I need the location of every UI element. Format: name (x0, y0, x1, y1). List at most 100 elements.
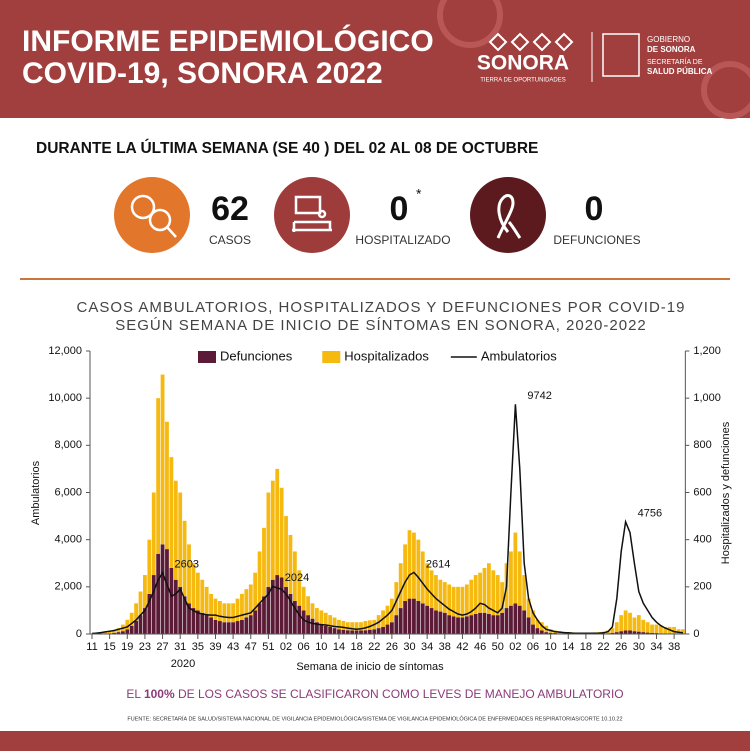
bar (434, 575, 438, 611)
stat-value: 0 (585, 190, 604, 228)
bar (292, 551, 297, 601)
bar (676, 629, 681, 634)
bar (310, 618, 315, 634)
bar (469, 615, 474, 634)
bar (279, 577, 284, 634)
bar (456, 586, 460, 618)
stat-value: 62 (211, 190, 249, 228)
bar (376, 628, 381, 634)
bar (394, 582, 399, 616)
bar (491, 570, 496, 616)
bar (403, 600, 408, 634)
bar (447, 584, 452, 616)
x-tick-label: 26 (615, 641, 627, 653)
bar (354, 622, 359, 631)
bar (544, 632, 549, 634)
bar (456, 617, 460, 634)
bar (332, 628, 337, 634)
footer-band (0, 731, 750, 751)
y2-tick-label: 200 (693, 581, 711, 593)
bar (270, 480, 275, 580)
bar (359, 630, 363, 634)
x-tick-label: 02 (280, 641, 292, 653)
bar (323, 625, 328, 634)
bar (460, 586, 465, 618)
stat-label: DEFUNCIONES (553, 233, 640, 247)
x-tick-label: 26 (386, 641, 398, 653)
bar (420, 603, 425, 634)
y-tick-label: 10,000 (48, 392, 82, 404)
bar (257, 551, 262, 604)
line (91, 404, 683, 635)
bar (623, 610, 628, 631)
bar (513, 603, 518, 634)
bar (442, 612, 447, 634)
stat-label: HOSPITALIZADO (355, 233, 450, 247)
bar (187, 603, 191, 634)
logo-text: SONORA (477, 52, 569, 75)
bar (434, 610, 438, 634)
bar (442, 582, 447, 613)
x-tick-label: 06 (298, 641, 310, 653)
x-tick-label: 34 (650, 641, 662, 653)
x-tick-label: 31 (174, 641, 186, 653)
bar (367, 629, 372, 634)
bar (284, 586, 288, 634)
bar (495, 575, 500, 616)
bar (416, 600, 421, 634)
title: INFORME EPIDEMIOLÓGICO (22, 24, 434, 58)
bar (178, 586, 183, 634)
decor (437, 0, 503, 48)
bar (526, 598, 531, 618)
y-tick-label: 0 (76, 628, 82, 640)
legend-swatch (198, 351, 216, 363)
bar (217, 600, 222, 622)
bar (222, 603, 227, 623)
x-tick-label: 46 (474, 641, 486, 653)
bar (420, 551, 425, 604)
bar (354, 630, 359, 634)
x-tick-label: 30 (633, 641, 645, 653)
bar (275, 575, 280, 634)
bar (204, 586, 209, 616)
bar (173, 480, 178, 580)
y2-tick-label: 1,200 (693, 345, 721, 357)
x-tick-label: 02 (509, 641, 521, 653)
x-tick-label: 15 (104, 641, 116, 653)
bar (522, 575, 527, 611)
gov-text: DE SONORA (647, 45, 696, 54)
bar (240, 619, 244, 634)
y2-tick-label: 400 (693, 534, 711, 546)
bar (165, 421, 169, 550)
bar (672, 626, 677, 634)
bar (235, 621, 240, 634)
bar (487, 563, 491, 614)
bar (451, 616, 456, 634)
bar (328, 626, 333, 634)
bar (526, 617, 531, 634)
data-label: 4756 (638, 508, 662, 520)
bar (244, 589, 249, 618)
data-label: 2603 (175, 559, 199, 571)
bar (645, 632, 650, 634)
bar (628, 630, 632, 634)
bar (226, 622, 231, 634)
bar (279, 487, 284, 578)
bar (191, 563, 196, 609)
bar (231, 622, 236, 634)
bar (548, 632, 553, 634)
bar (328, 615, 333, 627)
bar (204, 615, 209, 634)
bar (165, 549, 169, 634)
bar (173, 579, 178, 634)
x-axis-label: Semana de inicio de síntomas (296, 661, 444, 673)
bar (301, 610, 306, 634)
bar (341, 629, 346, 634)
bar (478, 572, 482, 613)
bar (425, 605, 430, 634)
bar (213, 619, 218, 634)
bar (310, 603, 315, 619)
bar (156, 398, 161, 554)
bar (120, 631, 125, 634)
data-label: 2614 (426, 558, 450, 570)
